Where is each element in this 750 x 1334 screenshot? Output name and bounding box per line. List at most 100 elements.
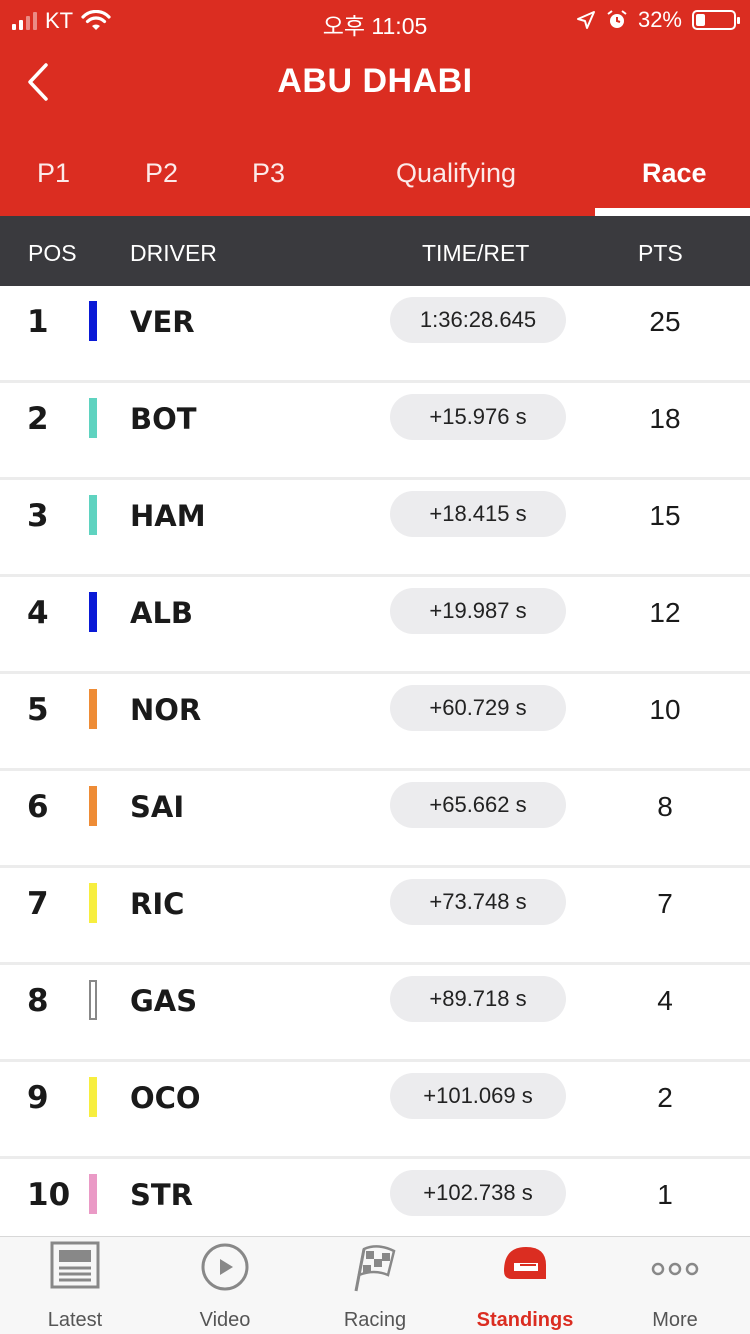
position: 6 bbox=[27, 789, 49, 825]
points: 8 bbox=[657, 791, 673, 822]
points: 2 bbox=[657, 1082, 673, 1113]
race-time: +65.662 s bbox=[390, 782, 566, 828]
driver-code: ALB bbox=[130, 596, 194, 630]
driver-code: RIC bbox=[130, 887, 185, 921]
cellular-signal-icon bbox=[12, 12, 37, 30]
nav-video[interactable]: Video bbox=[150, 1237, 300, 1334]
race-time: 1:36:28.645 bbox=[390, 297, 566, 343]
team-color-bar bbox=[89, 1174, 97, 1214]
position: 5 bbox=[27, 692, 49, 728]
result-row-7[interactable]: 7 RIC +73.748 s 7 bbox=[0, 868, 750, 965]
points: 25 bbox=[649, 306, 681, 337]
nav-racing[interactable]: Racing bbox=[300, 1237, 450, 1334]
team-color-bar bbox=[89, 495, 97, 535]
more-dots-icon bbox=[651, 1262, 699, 1276]
driver-code: VER bbox=[130, 305, 195, 339]
race-time: +15.976 s bbox=[390, 394, 566, 440]
news-icon bbox=[50, 1241, 100, 1289]
battery-percent: 32% bbox=[637, 7, 682, 32]
nav-standings[interactable]: Standings bbox=[450, 1237, 600, 1334]
race-time: +102.738 s bbox=[390, 1170, 566, 1216]
position: 1 bbox=[27, 304, 49, 340]
driver-code: HAM bbox=[130, 499, 206, 533]
play-icon bbox=[201, 1243, 249, 1291]
chevron-left-icon bbox=[28, 63, 48, 101]
tab-p3[interactable]: P3 bbox=[252, 158, 286, 188]
carrier-label: KT bbox=[45, 8, 74, 33]
driver-code: STR bbox=[130, 1178, 193, 1212]
wifi-icon bbox=[81, 10, 111, 30]
result-row-4[interactable]: 4 ALB +19.987 s 12 bbox=[0, 577, 750, 674]
position: 9 bbox=[27, 1080, 49, 1116]
column-time: TIME/RET bbox=[422, 240, 530, 266]
points: 1 bbox=[657, 1179, 673, 1210]
race-time: +19.987 s bbox=[390, 588, 566, 634]
driver-code: BOT bbox=[130, 402, 197, 436]
nav-label: More bbox=[652, 1309, 698, 1331]
team-color-bar bbox=[89, 883, 97, 923]
status-time: 오후 11:05 bbox=[322, 13, 428, 39]
nav-label: Video bbox=[199, 1309, 251, 1331]
nav-label: Standings bbox=[476, 1309, 574, 1331]
checkered-flag-icon bbox=[354, 1245, 396, 1292]
points: 12 bbox=[649, 597, 681, 628]
points: 18 bbox=[649, 403, 681, 434]
team-color-bar bbox=[89, 1077, 97, 1117]
result-row-3[interactable]: 3 HAM +18.415 s 15 bbox=[0, 480, 750, 577]
active-tab-indicator bbox=[595, 208, 750, 216]
position: 2 bbox=[27, 401, 49, 437]
driver-code: OCO bbox=[130, 1081, 201, 1115]
status-bar-left: KT bbox=[12, 8, 111, 34]
tab-race[interactable]: Race bbox=[642, 158, 707, 188]
result-row-2[interactable]: 2 BOT +15.976 s 18 bbox=[0, 383, 750, 480]
column-pos: POS bbox=[28, 240, 77, 266]
points: 7 bbox=[657, 888, 673, 919]
team-color-bar bbox=[89, 689, 97, 729]
result-row-1[interactable]: 1 VER 1:36:28.645 25 bbox=[0, 286, 750, 383]
team-color-bar bbox=[89, 398, 97, 438]
page-title: ABU DHABI bbox=[277, 62, 473, 100]
column-driver: DRIVER bbox=[130, 240, 217, 266]
helmet-icon bbox=[504, 1247, 546, 1279]
result-row-5[interactable]: 5 NOR +60.729 s 10 bbox=[0, 674, 750, 771]
bottom-tab-bar: Latest Video Racing Standings bbox=[0, 1236, 750, 1334]
result-row-9[interactable]: 9 OCO +101.069 s 2 bbox=[0, 1062, 750, 1159]
position: 10 bbox=[27, 1177, 71, 1213]
points: 15 bbox=[649, 500, 681, 531]
team-color-bar bbox=[89, 980, 97, 1020]
position: 7 bbox=[27, 886, 49, 922]
alarm-icon bbox=[607, 10, 627, 28]
result-row-6[interactable]: 6 SAI +65.662 s 8 bbox=[0, 771, 750, 868]
team-color-bar bbox=[89, 592, 97, 632]
tab-p2[interactable]: P2 bbox=[145, 158, 179, 188]
race-time: +89.718 s bbox=[390, 976, 566, 1022]
points: 10 bbox=[649, 694, 681, 725]
app-header: KT 오후 11:05 32% ABU DHABI bbox=[0, 0, 750, 216]
race-time: +101.069 s bbox=[390, 1073, 566, 1119]
race-time: +73.748 s bbox=[390, 879, 566, 925]
team-color-bar bbox=[89, 786, 97, 826]
points: 4 bbox=[657, 985, 673, 1016]
driver-code: GAS bbox=[130, 984, 198, 1018]
location-arrow-icon bbox=[576, 11, 595, 29]
column-pts: PTS bbox=[638, 240, 683, 266]
back-button[interactable] bbox=[24, 60, 64, 104]
tab-p1[interactable]: P1 bbox=[37, 158, 71, 188]
nav-label: Racing bbox=[343, 1309, 407, 1331]
status-bar: KT 오후 11:05 32% bbox=[0, 0, 750, 42]
nav-label: Latest bbox=[47, 1309, 103, 1331]
result-row-8[interactable]: 8 GAS +89.718 s 4 bbox=[0, 965, 750, 1062]
position: 8 bbox=[27, 983, 49, 1019]
team-color-bar bbox=[89, 301, 97, 341]
driver-code: SAI bbox=[130, 790, 185, 824]
battery-icon bbox=[692, 10, 740, 30]
position: 4 bbox=[27, 595, 49, 631]
tab-qualifying[interactable]: Qualifying bbox=[396, 158, 517, 188]
session-tabs: P1 P2 P3 Qualifying Race bbox=[0, 140, 750, 216]
position: 3 bbox=[27, 498, 49, 534]
nav-more[interactable]: More bbox=[600, 1237, 750, 1334]
results-column-header: POS DRIVER TIME/RET PTS bbox=[0, 216, 750, 286]
race-time: +60.729 s bbox=[390, 685, 566, 731]
nav-latest[interactable]: Latest bbox=[0, 1237, 150, 1334]
driver-code: NOR bbox=[130, 693, 202, 727]
